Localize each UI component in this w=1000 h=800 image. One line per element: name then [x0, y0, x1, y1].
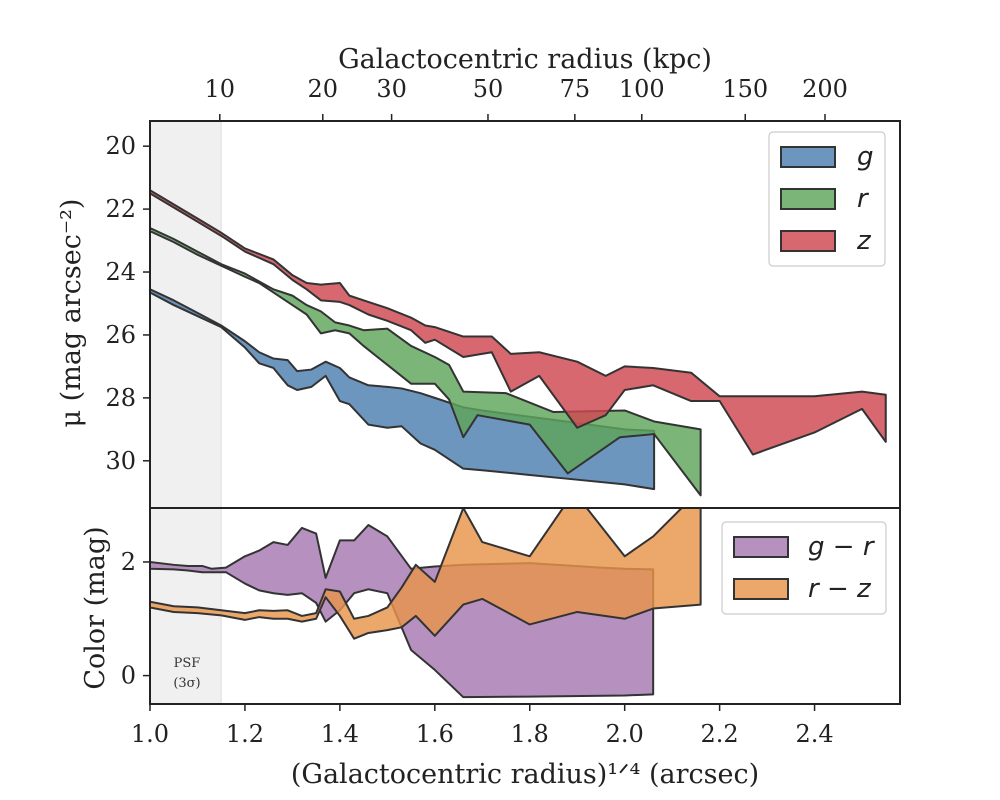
y-tick-label: 28 — [105, 384, 136, 412]
y-axis-title-color: Color (mag) — [80, 526, 111, 689]
psf-annotation-line1: PSF — [174, 656, 201, 671]
legend-swatch — [780, 188, 836, 210]
color-panel: 0 2 g − r r − z 1.0 1.2 1.4 1.6 1.8 2.0 2.2 2.4 PSF (… — [121, 507, 901, 748]
top-tick-label: 50 — [473, 75, 504, 103]
x-tick-label: 1.0 — [131, 720, 169, 748]
plot-frame — [149, 507, 901, 705]
top-tick-label: 30 — [376, 75, 407, 103]
y-tick-label: 24 — [105, 258, 136, 286]
top-tick-label: 10 — [205, 75, 236, 103]
x-tick-label: 1.2 — [226, 720, 264, 748]
legend-swatch — [733, 578, 789, 600]
psf-annotation-line2: (3σ) — [173, 676, 200, 691]
legend-label: g — [857, 142, 874, 172]
x-tick-label: 1.8 — [511, 720, 549, 748]
y-axis-title-mu: μ (mag arcsec⁻²) — [56, 199, 87, 428]
legend: grz — [768, 131, 886, 267]
series-band-rz-1 — [150, 508, 702, 640]
x-tick-label: 2.0 — [606, 720, 644, 748]
series-band-r-1 — [150, 226, 702, 497]
legend-swatch — [780, 146, 836, 168]
y-tick-label: 26 — [105, 321, 136, 349]
psf-shade — [150, 121, 222, 508]
x-tick-label: 2.2 — [701, 720, 739, 748]
top-tick-label: 200 — [802, 75, 848, 103]
legend-label: g − r — [808, 532, 876, 562]
x-tick-label: 1.6 — [416, 720, 454, 748]
legend-label: r − z — [808, 574, 872, 604]
legend-label: z — [856, 226, 872, 256]
legend-swatch — [780, 230, 836, 252]
legend: g − r r − z — [721, 521, 887, 615]
y-tick-label: 22 — [105, 195, 136, 223]
series-band-z-2 — [150, 189, 887, 456]
legend-label: r — [857, 184, 870, 214]
top-tick-label: 100 — [619, 75, 665, 103]
top-axis-title: Galactocentric radius (kpc) — [338, 44, 712, 75]
top-tick-label: 75 — [560, 75, 591, 103]
y-tick-label: 0 — [121, 662, 136, 690]
x-tick-label: 2.4 — [795, 720, 833, 748]
x-axis-title: (Galactocentric radius)¹ᐟ⁴ (arcsec) — [291, 759, 759, 790]
x-tick-label: 1.4 — [321, 720, 359, 748]
surface-brightness-panel: 20 22 24 26 28 30 grz 10 20 30 50 75 100 150 200 — [105, 75, 901, 509]
y-tick-label: 30 — [105, 447, 136, 475]
y-tick-label: 20 — [105, 132, 136, 160]
top-tick-label: 20 — [308, 75, 339, 103]
series-band-g-0 — [150, 288, 656, 491]
top-tick-label: 150 — [722, 75, 768, 103]
legend-swatch — [733, 536, 789, 558]
y-tick-label: 2 — [121, 548, 136, 576]
